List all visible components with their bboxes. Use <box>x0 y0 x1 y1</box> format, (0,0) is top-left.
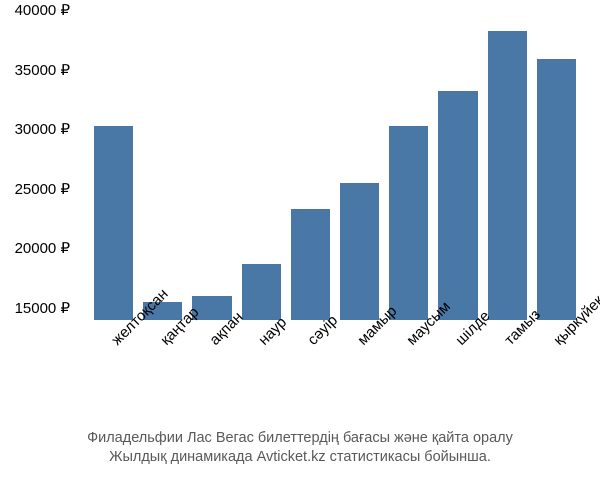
bar <box>438 91 477 320</box>
y-tick-label: 40000 ₽ <box>15 1 70 19</box>
bar <box>291 209 330 320</box>
x-tick-label: сәуір <box>310 331 322 343</box>
y-tick-label: 30000 ₽ <box>15 120 70 138</box>
x-label-slot: тамыз <box>488 325 527 435</box>
bar-chart <box>85 10 585 320</box>
x-label-slot: маусым <box>389 325 428 435</box>
bar <box>488 31 527 320</box>
x-axis-labels: желтоқсан қаңтар ақпан наур сәуір мамыр маусым… <box>85 325 585 435</box>
x-tick-label: шілде <box>458 331 470 343</box>
x-tick-label: желтоқсан <box>114 331 126 343</box>
x-label-slot: мамыр <box>340 325 379 435</box>
bar <box>340 183 379 320</box>
x-label-slot: наур <box>242 325 281 435</box>
x-label-slot: қаңтар <box>143 325 182 435</box>
caption-line-2: Жылдық динамикада Avticket.kz статистика… <box>0 448 600 468</box>
x-label-slot: ақпан <box>192 325 231 435</box>
x-tick-label: қаңтар <box>163 331 175 343</box>
chart-caption: Филадельфии Лас Вегас билеттердің бағасы… <box>0 429 600 468</box>
bar <box>242 264 281 320</box>
bar <box>389 126 428 320</box>
y-tick-label: 35000 ₽ <box>15 61 70 79</box>
x-tick-label: наур <box>261 331 273 343</box>
bar <box>94 126 133 320</box>
x-label-slot: сәуір <box>291 325 330 435</box>
bars-container <box>85 10 585 320</box>
x-tick-label: тамыз <box>507 331 519 343</box>
x-label-slot: желтоқсан <box>94 325 133 435</box>
y-tick-label: 15000 ₽ <box>15 299 70 317</box>
x-tick-label: қыркүйек <box>556 331 568 343</box>
y-axis: 15000 ₽20000 ₽25000 ₽30000 ₽35000 ₽40000… <box>0 10 80 320</box>
x-label-slot: шілде <box>438 325 477 435</box>
x-label-slot: қыркүйек <box>537 325 576 435</box>
x-tick-label: ақпан <box>212 331 224 343</box>
caption-line-1: Филадельфии Лас Вегас билеттердің бағасы… <box>0 429 600 449</box>
x-tick-label: мамыр <box>360 331 372 343</box>
x-tick-label: маусым <box>409 331 421 343</box>
y-tick-label: 25000 ₽ <box>15 180 70 198</box>
y-tick-label: 20000 ₽ <box>15 239 70 257</box>
bar <box>537 59 576 320</box>
